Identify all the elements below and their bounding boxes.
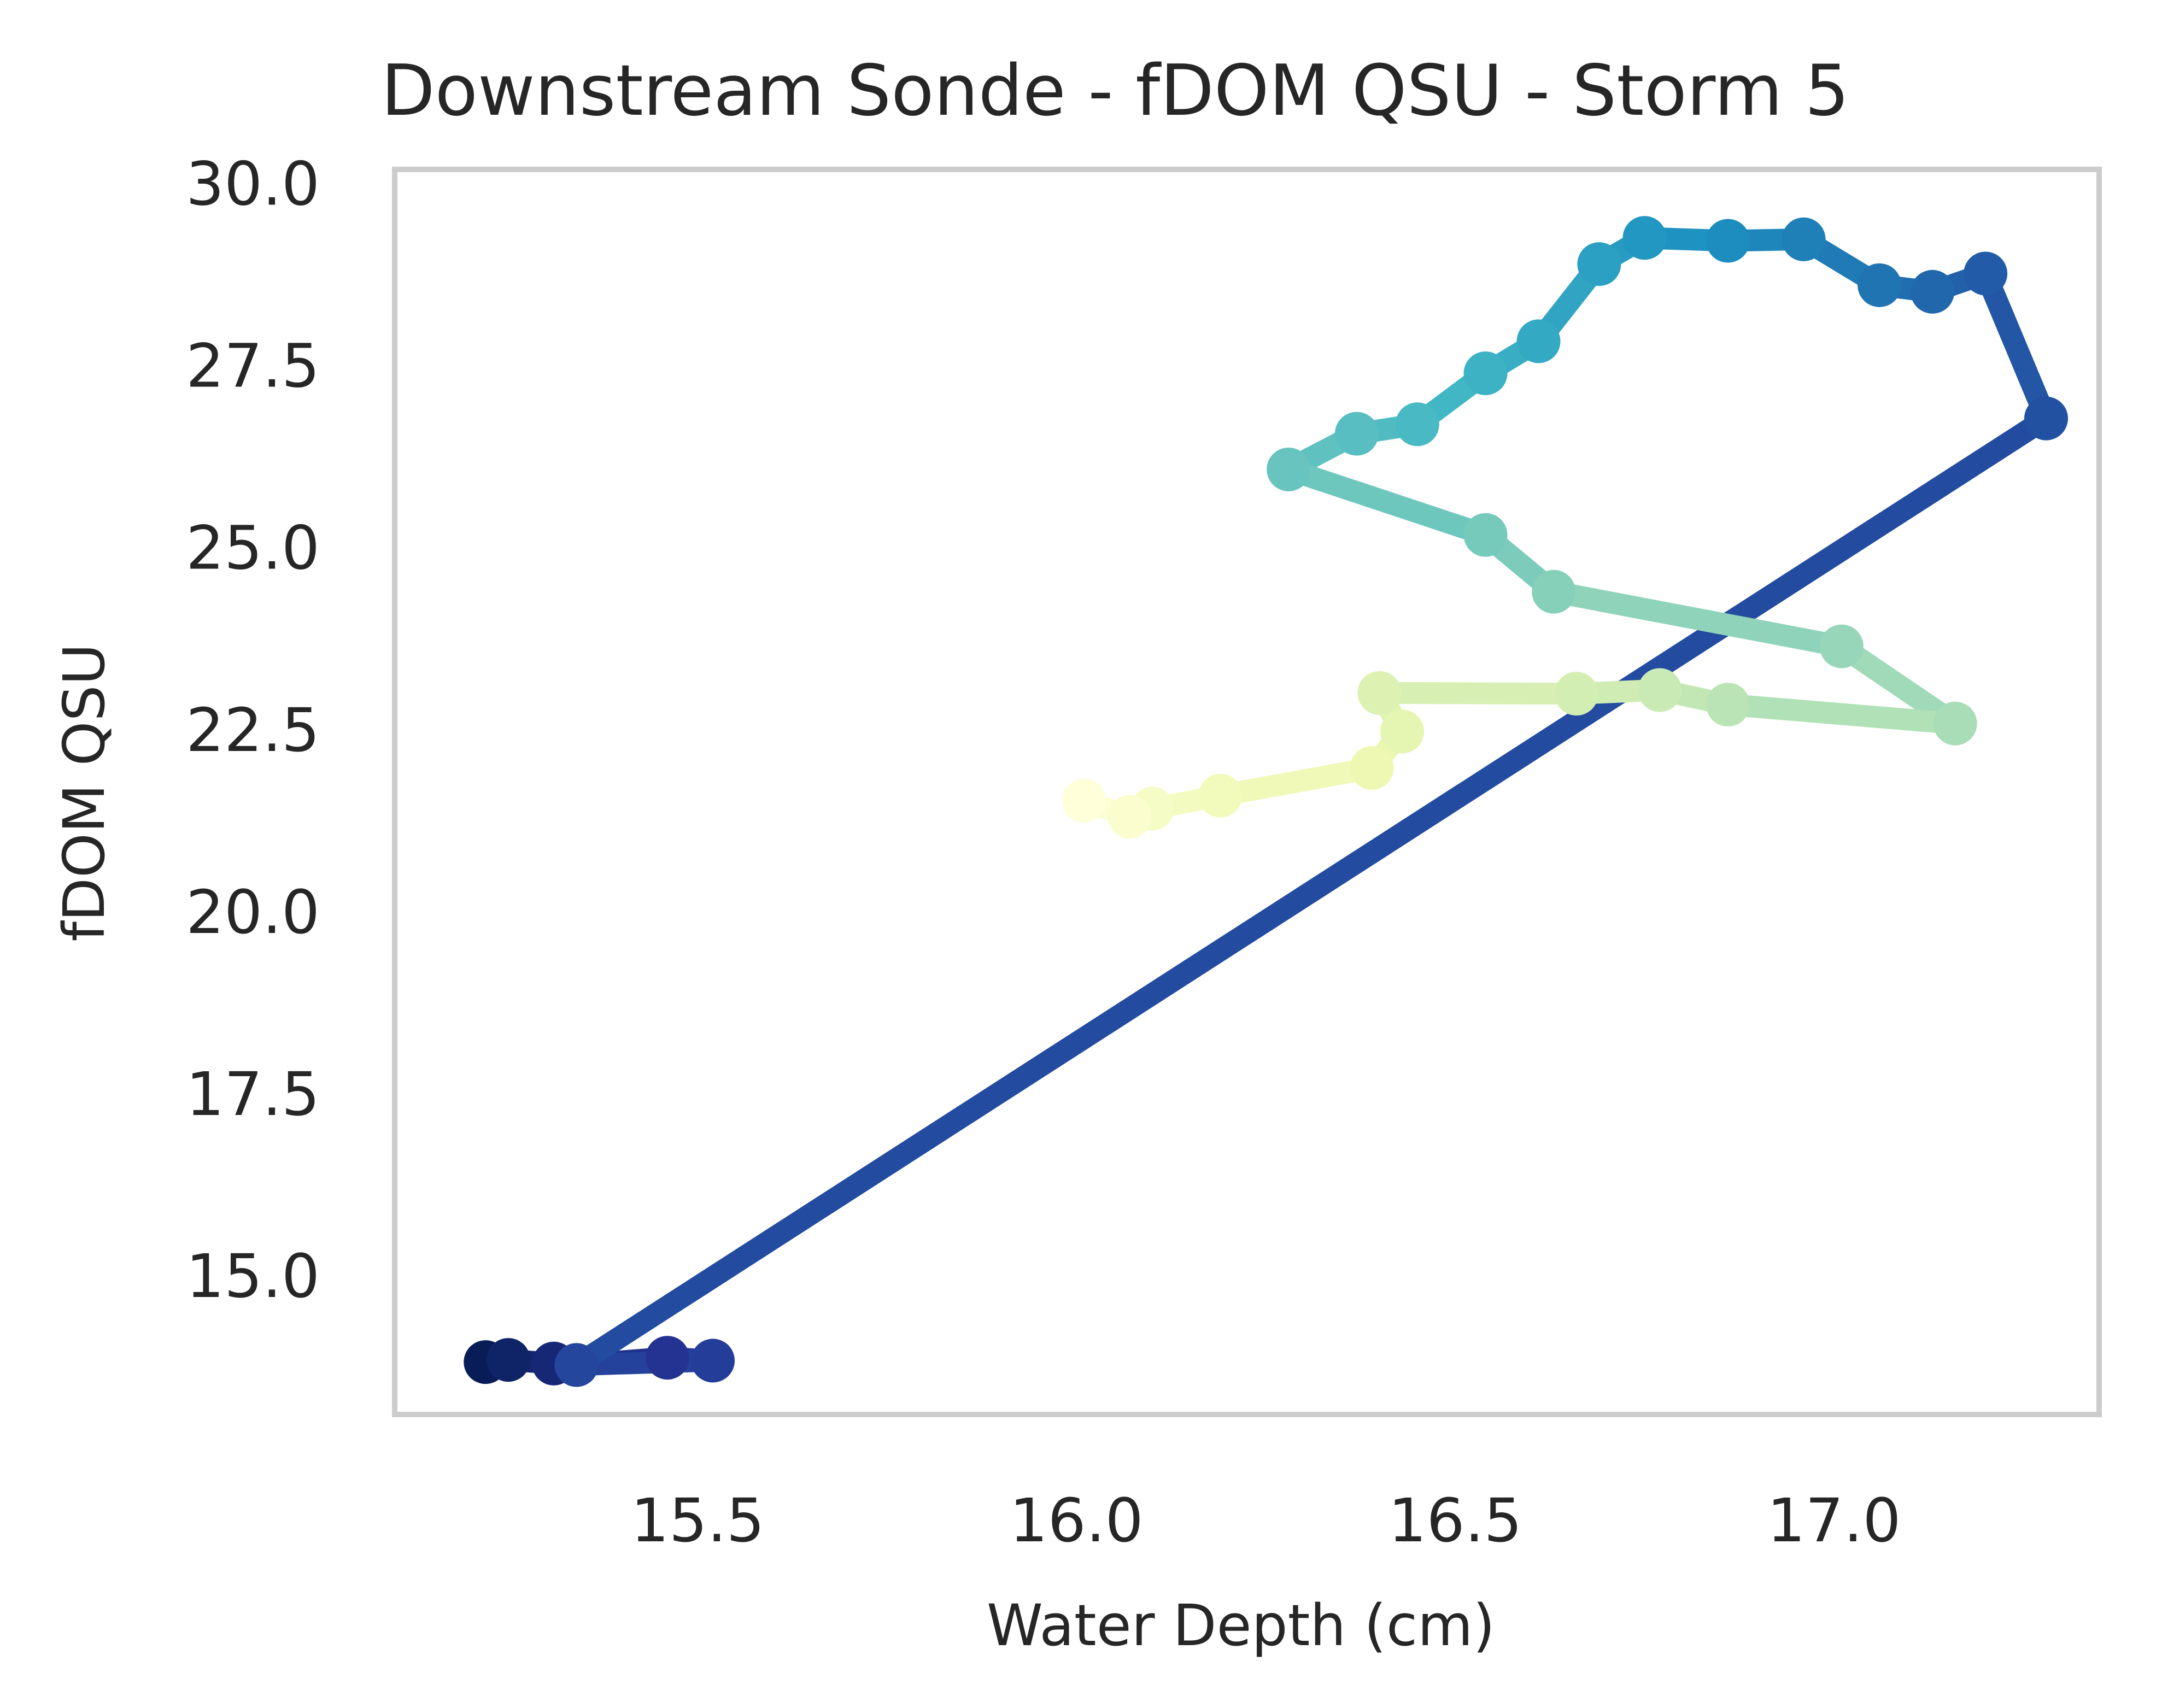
line-segment: [1380, 693, 1577, 694]
data-point: [1638, 668, 1681, 712]
series-points: [464, 216, 2068, 1387]
chart-title: Downstream Sonde - fDOM QSU - Storm 5: [381, 50, 1849, 132]
y-tick-label: 22.5: [186, 695, 320, 765]
data-point: [646, 1336, 689, 1380]
y-tick-label: 30.0: [186, 149, 320, 219]
data-point: [1335, 412, 1379, 456]
data-point: [1464, 513, 1508, 557]
x-tick-label: 15.5: [631, 1486, 765, 1556]
data-point: [487, 1338, 530, 1382]
y-axis-label: fDOM QSU: [51, 643, 118, 941]
line-segment: [1288, 469, 1485, 535]
data-point: [1532, 570, 1575, 614]
data-point: [1062, 779, 1106, 823]
data-point: [1350, 746, 1394, 790]
data-point: [1380, 709, 1424, 753]
data-point: [1623, 216, 1667, 260]
y-tick-labels: 15.0 17.5 20.0 22.5 25.0 27.5 30.0: [186, 149, 320, 1311]
x-tick-label: 16.0: [1010, 1486, 1144, 1556]
y-tick-label: 17.5: [186, 1059, 320, 1129]
data-point: [555, 1343, 599, 1387]
data-point: [1911, 270, 1954, 314]
x-axis-label: Water Depth (cm): [987, 1592, 1495, 1659]
data-point: [1858, 263, 1901, 307]
data-point: [1706, 219, 1750, 263]
y-tick-label: 27.5: [186, 331, 320, 401]
data-point: [691, 1339, 735, 1382]
data-point: [1358, 671, 1402, 715]
data-point: [1555, 672, 1598, 715]
data-point: [1267, 448, 1310, 491]
data-point: [1577, 242, 1621, 286]
data-point: [1964, 251, 2007, 295]
x-tick-label: 17.0: [1767, 1486, 1901, 1556]
data-point: [1464, 351, 1508, 395]
data-point: [2024, 397, 2068, 441]
data-point: [1198, 774, 1242, 818]
series-line: [485, 238, 2046, 1365]
y-tick-label: 20.0: [186, 877, 320, 947]
data-point: [1782, 218, 1826, 261]
data-point: [1517, 319, 1561, 363]
data-point: [1396, 402, 1439, 446]
data-point: [1706, 683, 1750, 726]
y-tick-label: 15.0: [186, 1241, 320, 1311]
line-segment: [577, 419, 2046, 1365]
line-segment: [1985, 273, 2046, 418]
x-tick-label: 16.5: [1388, 1486, 1522, 1556]
data-point: [1934, 702, 1977, 746]
y-tick-label: 25.0: [186, 513, 320, 583]
data-point: [1108, 795, 1151, 838]
x-tick-labels: 15.5 16.0 16.5 17.0: [631, 1486, 1901, 1556]
line-segment: [1220, 768, 1372, 796]
data-point: [1820, 625, 1864, 668]
